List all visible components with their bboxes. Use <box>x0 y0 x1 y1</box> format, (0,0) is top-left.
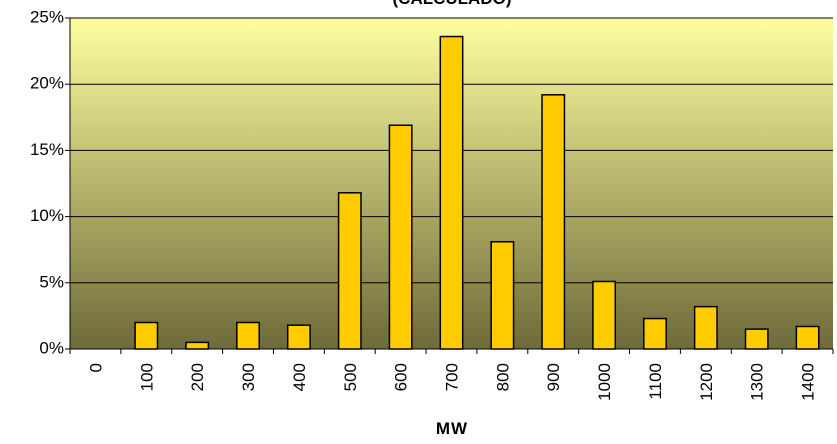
axes <box>65 17 834 354</box>
x-tick-label: 900 <box>544 363 563 391</box>
bar-800 <box>490 241 515 350</box>
x-tick-labels: 0 100 200 300 400 500 600 700 800 900 1000 1100 1200… <box>86 363 817 401</box>
bar-1000 <box>592 280 617 350</box>
bar-1200 <box>693 305 718 350</box>
x-tick-label: 1200 <box>697 363 716 401</box>
x-tick-label: 1000 <box>595 363 614 401</box>
chart-title: (CALCULADO) <box>393 0 512 8</box>
bar-600 <box>388 124 413 350</box>
bar-1300 <box>744 328 769 350</box>
bar-100 <box>134 321 159 350</box>
bar-400 <box>286 324 311 350</box>
y-tick-label: 10% <box>30 206 64 225</box>
y-tick-label: 5% <box>39 272 64 291</box>
y-tick-label: 15% <box>30 140 64 159</box>
y-tick-label: 20% <box>30 74 64 93</box>
x-tick-label: 200 <box>188 363 207 391</box>
y-tick-labels: 0% 5% 10% 15% 20% 25% <box>30 7 64 357</box>
bar-500 <box>337 192 362 350</box>
x-tick-label: 1400 <box>799 363 818 401</box>
bar-700 <box>439 35 464 350</box>
x-tick-label: 400 <box>290 363 309 391</box>
x-tick-label: 1100 <box>646 363 665 400</box>
x-tick-label: 500 <box>341 363 360 391</box>
bar-1400 <box>795 325 820 350</box>
bar-200 <box>185 341 210 350</box>
bar-300 <box>236 321 260 350</box>
y-tick-label: 0% <box>39 338 64 357</box>
bars <box>134 35 820 350</box>
x-tick-label: 0 <box>86 363 105 372</box>
x-axis-label: MW <box>436 419 468 438</box>
x-tick-label: 800 <box>493 363 512 391</box>
bar-900 <box>541 94 566 350</box>
y-tick-label: 25% <box>30 7 64 26</box>
x-tick-label: 600 <box>392 363 411 391</box>
x-tick-label: 100 <box>137 363 156 391</box>
x-tick-label: 700 <box>443 363 462 391</box>
x-tick-label: 1300 <box>748 363 767 401</box>
bar-1100 <box>643 317 667 350</box>
x-tick-label: 300 <box>239 363 258 391</box>
